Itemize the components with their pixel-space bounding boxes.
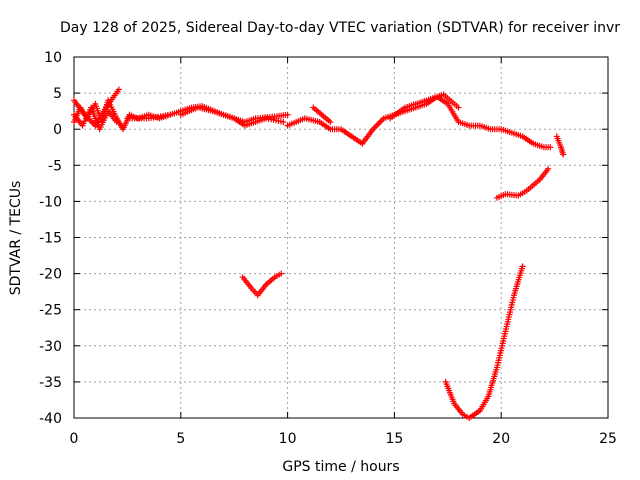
x-tick-label: 15 [385,431,403,447]
tick-labels: 0 5 10 15 20 25 10 5 0 -5 -10 -15 -20 -25 -30 -35 -40 [39,50,617,447]
y-tick-label: -20 [39,267,62,283]
y-tick-label: 10 [44,50,62,66]
x-tick-label: 10 [279,431,297,447]
x-tick-label: 5 [176,431,185,447]
data-point [280,118,287,125]
axis-ticks [73,56,609,419]
y-tick-label: -30 [39,339,62,355]
y-tick-label: -35 [39,375,62,391]
series-segment-8 [387,91,462,122]
y-tick-label: 5 [53,86,62,102]
y-tick-label: -25 [39,303,62,319]
y-tick-label: -10 [39,194,62,210]
series-segment-11 [239,270,285,299]
chart-grid [74,57,608,418]
data-point [560,151,567,158]
series-segment-5 [177,104,287,129]
y-tick-label: 0 [53,122,62,138]
y-tick-label: -5 [48,158,62,174]
y-axis-label: SDTVAR / TECUs [8,181,24,296]
series-segment-9 [553,133,567,158]
series-segment-7 [310,104,334,125]
series-segment-3 [71,86,122,129]
data-point [278,270,285,277]
data-series [71,86,567,421]
data-point [545,165,552,172]
data-point [327,118,334,125]
data-point [455,104,462,111]
x-tick-label: 0 [70,431,79,447]
series-segment-10 [493,165,552,201]
data-point [547,144,554,151]
data-point [284,111,291,118]
series-segment-12 [442,263,526,421]
data-point [113,118,120,125]
data-point [519,263,526,270]
data-point [115,86,122,93]
y-tick-label: -15 [39,231,62,247]
x-tick-label: 20 [492,431,510,447]
chart-title: Day 128 of 2025, Sidereal Day-to-day VTE… [60,20,620,36]
x-tick-label: 25 [599,431,617,447]
x-axis-label: GPS time / hours [282,459,399,475]
y-tick-label: -40 [39,411,62,427]
